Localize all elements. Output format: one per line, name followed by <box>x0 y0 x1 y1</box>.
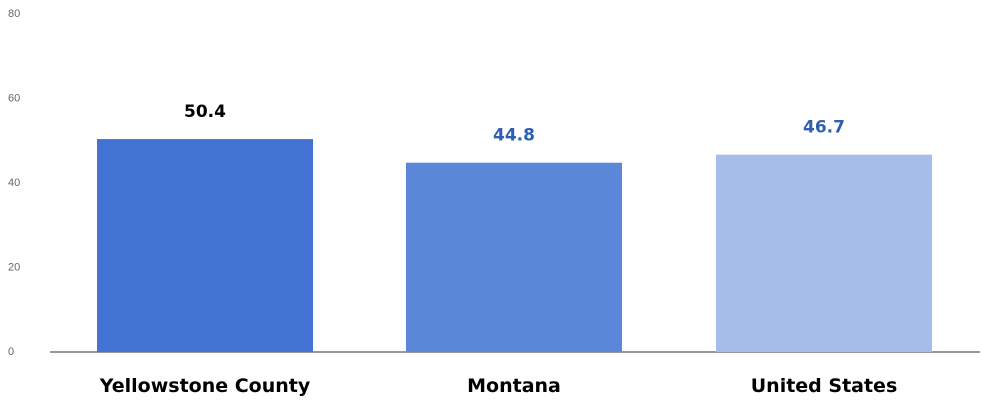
category-label: Montana <box>467 375 561 397</box>
data-label: 46.7 <box>803 118 845 138</box>
category-label: United States <box>751 375 898 397</box>
category-label: Yellowstone County <box>99 375 311 397</box>
bars <box>97 139 932 352</box>
bar <box>716 154 932 352</box>
y-tick-label: 20 <box>8 262 20 274</box>
y-tick-label: 60 <box>8 93 20 105</box>
bar <box>406 162 622 352</box>
y-tick-label: 0 <box>8 346 14 358</box>
y-tick-label: 40 <box>8 177 20 189</box>
category-labels: Yellowstone County Montana United States <box>99 375 898 397</box>
data-labels: 50.4 44.8 46.7 <box>184 102 845 146</box>
data-label: 50.4 <box>184 102 226 122</box>
y-axis-ticks: 0 20 40 60 80 <box>8 8 20 358</box>
bar <box>97 139 313 352</box>
data-label: 44.8 <box>493 126 535 146</box>
y-tick-label: 80 <box>8 8 20 20</box>
